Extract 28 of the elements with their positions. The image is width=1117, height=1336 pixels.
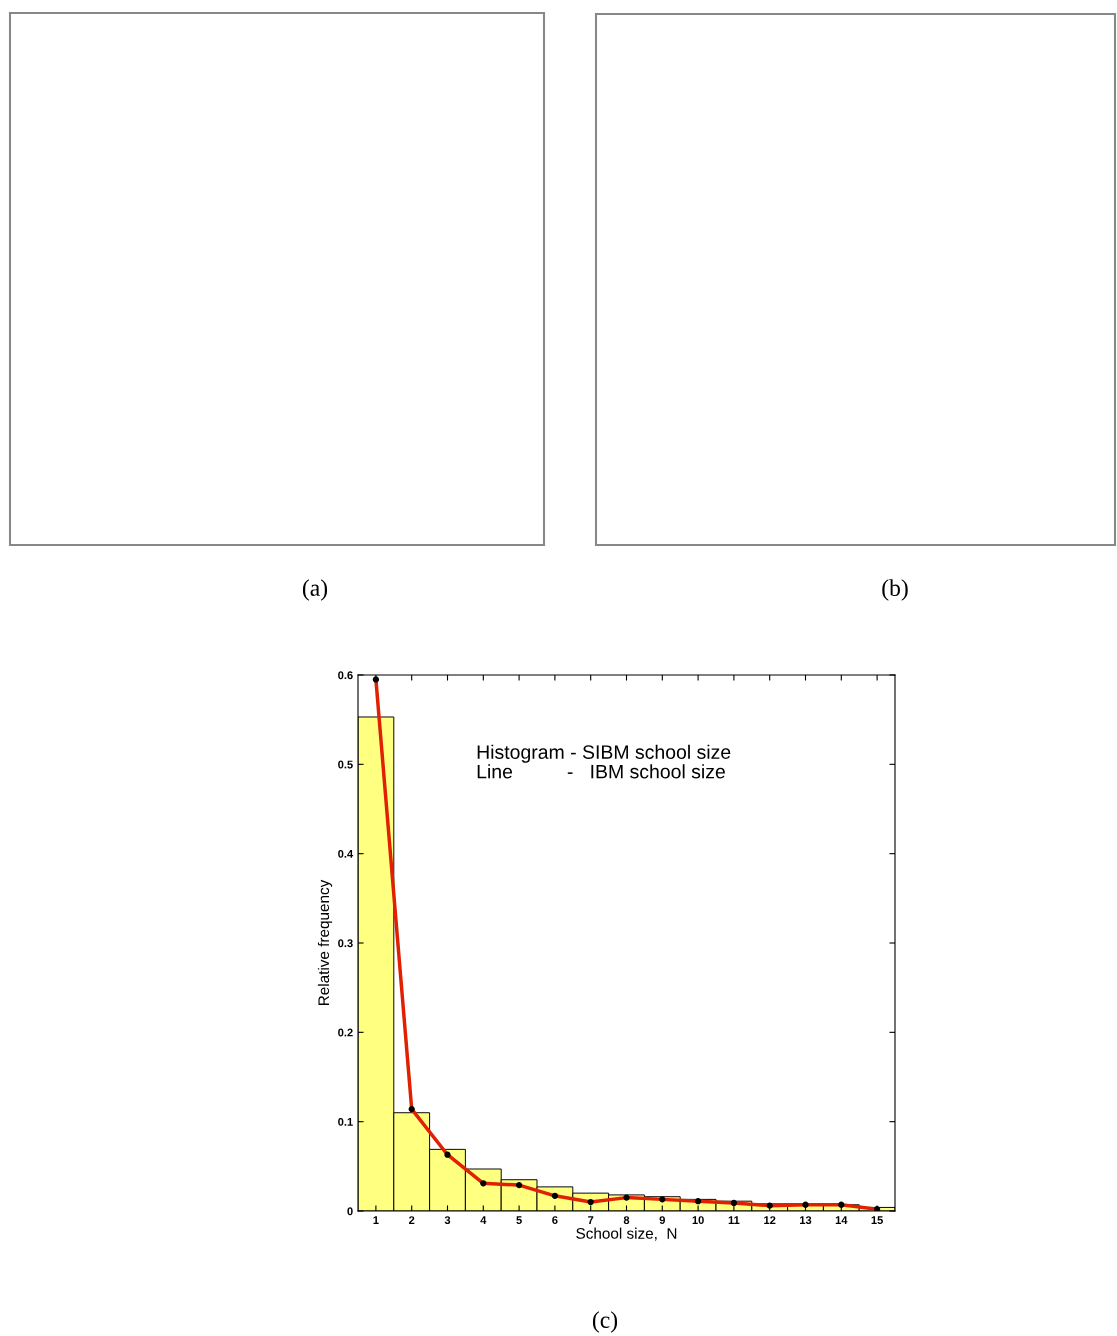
y-tick-label: 0.5: [338, 760, 353, 769]
y-tick-label: 0.2: [338, 1028, 353, 1037]
x-axis-title: School size, N: [576, 1227, 677, 1241]
y-axis-title: Relative frequency: [317, 879, 333, 1006]
y-tick-label: 0.1: [338, 1117, 353, 1126]
y-tick-label: 0: [347, 1207, 353, 1216]
text: (c): [592, 1311, 618, 1333]
x-tick-label: 13: [800, 1216, 812, 1225]
x-tick-label: 1: [373, 1216, 379, 1224]
x-tick-label: 14: [835, 1216, 848, 1224]
x-tick-label: 4: [480, 1216, 487, 1224]
text: (a): [302, 579, 328, 601]
annotation: Histogram - SIBM school size Line - IBM school size: [477, 744, 731, 779]
x-tick-label: 2: [409, 1216, 415, 1224]
x-tick-label: 9: [659, 1216, 665, 1225]
x-tick-label: 12: [764, 1216, 776, 1224]
x-tick-label: 8: [623, 1216, 630, 1225]
x-tick-label: 15: [871, 1216, 883, 1225]
x-tick-label: 5: [516, 1216, 522, 1225]
x-tick-label: 11: [728, 1216, 740, 1224]
x-tick-label: 6: [552, 1216, 558, 1225]
y-tick-label: 0.6: [338, 671, 353, 680]
y-tick-label: 0.3: [338, 939, 353, 948]
x-tick-label: 3: [444, 1216, 451, 1225]
text: (b): [882, 579, 908, 601]
x-tick-label: 10: [692, 1216, 704, 1225]
x-tick-label: 7: [588, 1216, 594, 1224]
y-tick-label: 0.4: [338, 849, 354, 858]
